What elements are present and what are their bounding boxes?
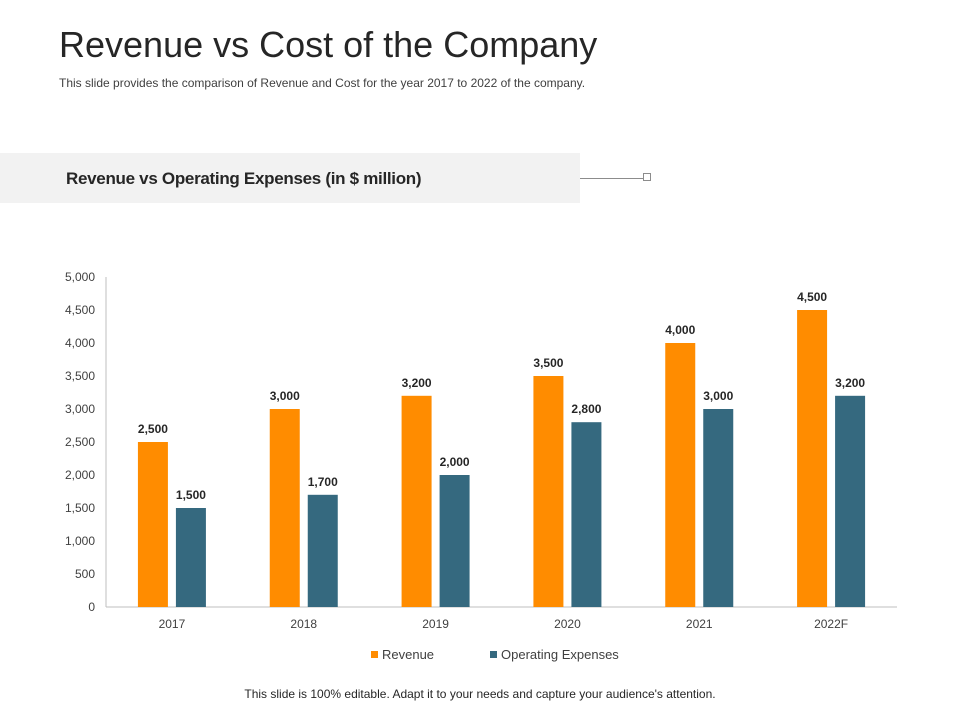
bar [533, 376, 564, 607]
y-tick-label: 3,500 [65, 369, 95, 383]
x-tick-label: 2020 [554, 617, 581, 631]
bar [401, 395, 432, 607]
data-label: 3,000 [703, 389, 733, 403]
y-tick-label: 500 [75, 567, 95, 581]
y-tick-label: 4,500 [65, 303, 95, 317]
slide-title: Revenue vs Cost of the Company [59, 24, 598, 65]
bar [835, 395, 866, 607]
data-label: 1,500 [176, 488, 206, 502]
data-label: 4,500 [797, 290, 827, 304]
legend-swatch [490, 651, 497, 658]
bar [439, 475, 470, 607]
x-tick-label: 2019 [422, 617, 449, 631]
bar [797, 310, 828, 607]
y-tick-label: 1,500 [65, 501, 95, 515]
chart-title-banner: Revenue vs Operating Expenses (in $ mill… [0, 153, 580, 203]
bar [307, 494, 338, 607]
bar [703, 409, 734, 607]
y-tick-label: 1,000 [65, 534, 95, 548]
legend-swatch [371, 651, 378, 658]
x-tick-label: 2022F [814, 617, 848, 631]
bar [665, 343, 696, 607]
slide-subtitle: This slide provides the comparison of Re… [59, 76, 586, 90]
data-label: 2,000 [440, 455, 470, 469]
data-label: 3,500 [533, 356, 563, 370]
y-tick-label: 4,000 [65, 336, 95, 350]
bar [175, 508, 206, 607]
connector-node [643, 173, 651, 181]
y-tick-label: 3,000 [65, 402, 95, 416]
data-label: 1,700 [308, 475, 338, 489]
data-label: 3,200 [835, 376, 865, 390]
data-label: 4,000 [665, 323, 695, 337]
legend-entry: Revenue [382, 647, 434, 662]
chart-title: Revenue vs Operating Expenses (in $ mill… [66, 169, 422, 188]
y-tick-label: 5,000 [65, 270, 95, 284]
y-tick-label: 2,000 [65, 468, 95, 482]
x-tick-label: 2018 [290, 617, 317, 631]
slide-footer: This slide is 100% editable. Adapt it to… [244, 687, 716, 701]
legend-entry: Operating Expenses [501, 647, 619, 662]
data-label: 3,000 [270, 389, 300, 403]
bar [269, 409, 300, 607]
data-label: 2,800 [571, 402, 601, 416]
y-tick-label: 0 [88, 600, 95, 614]
data-label: 3,200 [402, 376, 432, 390]
y-tick-label: 2,500 [65, 435, 95, 449]
bar [137, 442, 168, 607]
connector-line [580, 178, 644, 179]
x-tick-label: 2021 [686, 617, 713, 631]
x-tick-label: 2017 [159, 617, 186, 631]
bar [571, 422, 602, 607]
data-label: 2,500 [138, 422, 168, 436]
